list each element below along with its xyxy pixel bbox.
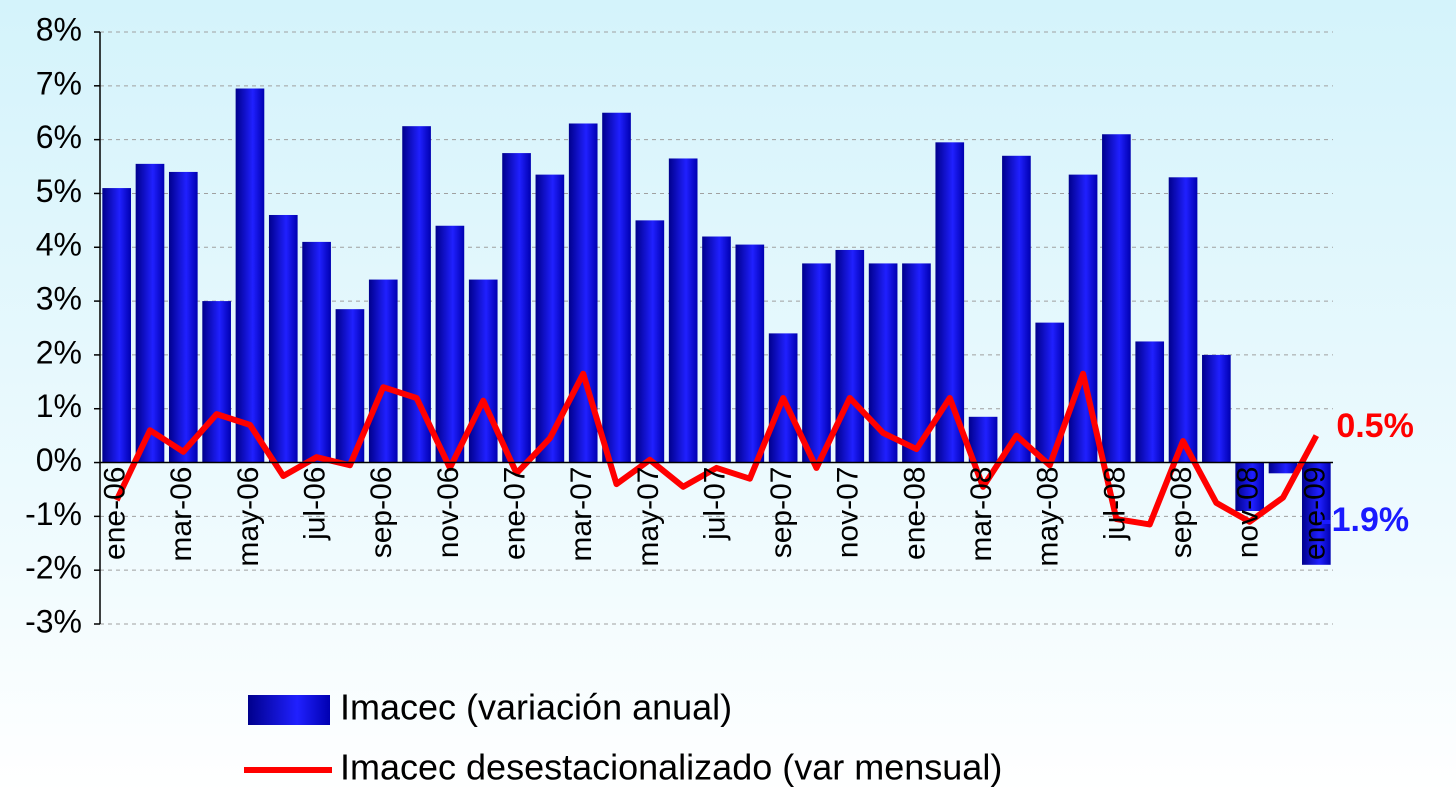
y-tick-label: 1% <box>36 388 82 424</box>
y-tick-label: 3% <box>36 281 82 317</box>
x-tick-label: nov-07 <box>832 467 865 559</box>
bar <box>268 214 298 463</box>
bar <box>1168 177 1198 463</box>
bar <box>502 153 531 463</box>
x-tick-label: jul-06 <box>299 467 332 541</box>
x-tick-label: nov-06 <box>432 467 465 559</box>
bar <box>168 171 198 463</box>
x-tick-label: mar-06 <box>165 467 198 562</box>
bar <box>635 220 665 463</box>
bar <box>702 236 731 463</box>
bar <box>602 112 631 463</box>
bar <box>402 126 431 463</box>
x-tick-label: may-07 <box>632 467 665 567</box>
x-tick-label: sep-07 <box>765 467 798 559</box>
y-tick-label: -3% <box>25 603 82 639</box>
y-tick-label: 7% <box>36 65 82 101</box>
bar <box>135 163 165 463</box>
x-tick-label: ene-06 <box>99 467 132 560</box>
x-tick-label: jul-07 <box>698 467 731 541</box>
y-tick-label: -2% <box>25 550 82 586</box>
y-tick-label: -1% <box>25 496 82 532</box>
legend-swatch <box>248 695 330 725</box>
y-tick-label: 0% <box>36 442 82 478</box>
bar <box>1135 341 1165 463</box>
x-tick-label: ene-07 <box>498 467 531 560</box>
bar <box>435 225 465 463</box>
bar <box>735 244 765 463</box>
bar <box>368 279 398 463</box>
bar <box>1002 155 1031 463</box>
x-tick-label: ene-08 <box>898 467 931 560</box>
bar <box>468 279 498 463</box>
y-tick-label: 6% <box>36 119 82 155</box>
x-tick-label: mar-08 <box>965 467 998 562</box>
line <box>113 370 1319 528</box>
y-tick-label: 5% <box>36 173 82 209</box>
bar <box>202 301 231 463</box>
value-label: 0.5% <box>1336 407 1414 445</box>
bar <box>102 188 131 463</box>
bar <box>1202 354 1231 463</box>
bar <box>802 263 831 463</box>
y-tick-label: 4% <box>36 227 82 263</box>
x-tick-label: nov-08 <box>1232 467 1265 559</box>
bar <box>1235 462 1265 511</box>
x-tick-label: may-06 <box>232 467 265 567</box>
legend-label: Imacec desestacionalizado (var mensual) <box>340 747 1002 788</box>
bar <box>302 241 331 463</box>
value-label: -1.9% <box>1320 501 1409 539</box>
bar <box>235 88 265 463</box>
x-tick-label: mar-07 <box>565 467 598 562</box>
x-tick-label: sep-08 <box>1165 467 1198 559</box>
bar <box>1302 462 1331 565</box>
bar <box>1268 462 1298 474</box>
x-tick-label: ene-09 <box>1298 467 1331 560</box>
x-tick-label: jul-08 <box>1098 467 1131 541</box>
y-tick-label: 8% <box>36 11 82 47</box>
x-tick-label: sep-06 <box>365 467 398 559</box>
x-tick-label: may-08 <box>1032 467 1065 567</box>
bar <box>1102 134 1131 463</box>
legend-label: Imacec (variación anual) <box>340 687 732 728</box>
y-tick-label: 2% <box>36 334 82 370</box>
bar <box>835 249 865 463</box>
bar <box>668 158 698 463</box>
